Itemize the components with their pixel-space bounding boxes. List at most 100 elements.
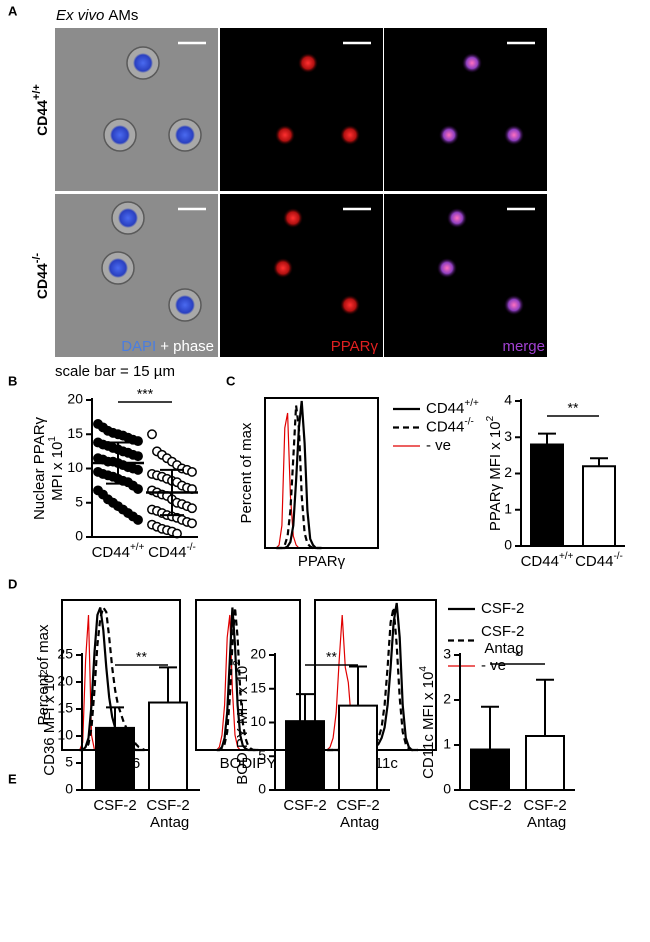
nucleus-stain	[340, 295, 360, 315]
y-tick-label: 20	[57, 673, 73, 689]
text-part: CD44	[575, 553, 613, 570]
bar	[530, 443, 564, 547]
x-tick-label: CSF-2	[93, 797, 136, 814]
y-axis-label: Percent of max	[238, 422, 255, 523]
channel-label: merge	[502, 338, 545, 355]
y-axis-label-text: CD36 MFI x 10	[41, 675, 58, 776]
row-label-text: CD44	[34, 263, 50, 299]
micrograph	[384, 28, 547, 191]
text-part: CD44	[148, 544, 186, 561]
nucleus	[175, 125, 195, 145]
panel-label: A	[8, 3, 18, 18]
y-tick-label: 1	[504, 500, 512, 516]
bar	[582, 465, 616, 547]
text-part: CD44	[521, 553, 559, 570]
y-tick-label: 15	[250, 679, 266, 695]
y-axis-label-text: CD11c MFI x 10	[420, 672, 437, 779]
histogram-line	[79, 604, 146, 752]
y-tick-label: 15	[57, 700, 73, 716]
y-tick-label: 0	[75, 528, 83, 544]
channel-label-phase: + phase	[160, 338, 214, 355]
data-point	[187, 518, 197, 529]
y-axis-label-sup: 2	[232, 660, 243, 666]
y-tick-label: 2	[504, 464, 512, 480]
y-tick-label: 0	[65, 781, 73, 797]
text-line: CSF-2	[523, 797, 566, 814]
text-line: Antag	[481, 640, 524, 657]
x-tick-label: CSF-2	[468, 797, 511, 814]
x-tick-label: CD44-/-	[575, 551, 623, 570]
text-line: Antag	[337, 814, 380, 831]
data-point	[133, 464, 143, 475]
superscript: +/+	[464, 398, 479, 409]
y-tick-label: 4	[504, 392, 512, 408]
text-line: CSF-2	[336, 797, 379, 814]
y-tick-label: 0	[258, 781, 266, 797]
nucleus	[133, 53, 153, 73]
y-axis-label-sup: 4	[418, 666, 429, 672]
nucleus	[108, 258, 128, 278]
plot-frame	[195, 599, 301, 751]
panel-label: C	[226, 373, 236, 388]
data-point	[133, 484, 143, 494]
row-label: CD44-/-	[31, 253, 50, 300]
nucleus-stain	[462, 53, 482, 73]
row-label-sup: -/-	[31, 253, 43, 264]
nucleus-stain	[298, 53, 318, 73]
legend-label: - ve	[426, 437, 451, 454]
significance: **	[136, 649, 147, 665]
legend-label: CD44-/-	[426, 417, 474, 436]
y-tick-label: 5	[65, 754, 73, 770]
nucleus-stain	[283, 208, 303, 228]
plot-frame	[264, 397, 379, 549]
text-part: CD44	[92, 544, 130, 561]
x-tick-label: CD44+/+	[521, 551, 574, 570]
channel-label: DAPI + phase	[121, 338, 214, 355]
y-axis-label-text: MPI x 10	[49, 442, 66, 501]
y-axis-label: CD11c MFI x 104	[418, 666, 437, 779]
bar	[148, 701, 188, 792]
y-axis-label-text: BODIPY MFI x 10	[234, 666, 251, 785]
x-axis-label: PPARγ	[298, 553, 346, 570]
y-tick-label: 0	[504, 537, 512, 553]
scale-bar-note: scale bar = 15 µm	[55, 363, 175, 380]
data-point	[133, 514, 143, 525]
data-point	[133, 436, 143, 447]
channel-label-dapi: DAPI	[121, 338, 156, 355]
panel-label: E	[8, 771, 17, 786]
y-tick-label: 5	[258, 747, 266, 763]
x-tick-label: CD44-/-	[148, 542, 196, 561]
row-label-sup: +/+	[31, 84, 43, 100]
legend-label: CSF-2	[481, 600, 524, 617]
y-axis-label: MPI x 101	[47, 436, 66, 501]
y-tick-label: 1	[443, 736, 451, 752]
text-line: Antag	[524, 814, 567, 831]
bar	[95, 726, 135, 792]
superscript: +/+	[559, 551, 574, 562]
y-axis-label: Percent of max	[35, 624, 52, 725]
x-tick-label: CSF-2 Antag	[523, 797, 566, 831]
y-tick-label: 10	[57, 727, 73, 743]
y-tick-label: 3	[443, 646, 451, 662]
text-part: CD44	[426, 400, 464, 417]
panel-title: Ex vivo AMs	[56, 7, 138, 24]
y-axis-label-text: PPARγ MFI x 10	[487, 421, 504, 531]
y-tick-label: 25	[57, 646, 73, 662]
y-axis-label-sup: 1	[47, 436, 58, 442]
x-axis-label: BODIPY	[220, 755, 277, 772]
y-axis-label-sup: 2	[39, 669, 50, 675]
legend-label: CD44+/+	[426, 398, 479, 417]
superscript: -/-	[464, 417, 473, 428]
nucleus	[110, 125, 130, 145]
panel-label: D	[8, 576, 17, 591]
bar	[470, 748, 510, 791]
legend-label: - ve	[481, 657, 506, 674]
bar	[525, 735, 565, 791]
y-axis-label: Nuclear PPARγ	[31, 416, 48, 520]
legend-label: CSF-2 Antag	[481, 623, 524, 657]
data-point	[187, 503, 197, 514]
data-point	[187, 466, 197, 477]
y-tick-label: 20	[250, 646, 266, 662]
y-tick-label: 5	[75, 493, 83, 509]
